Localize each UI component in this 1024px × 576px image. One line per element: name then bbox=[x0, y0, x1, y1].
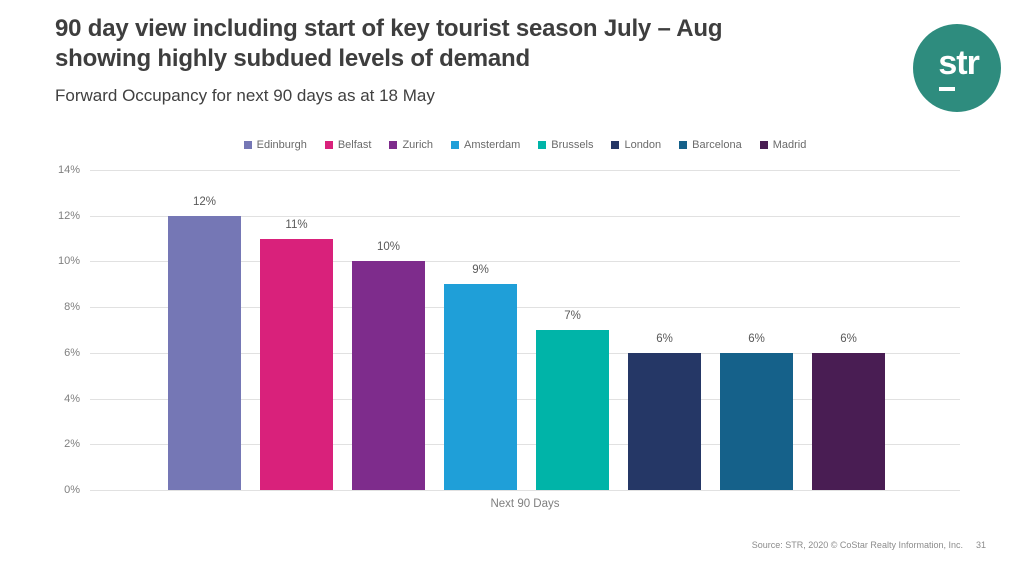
gridline bbox=[90, 352, 960, 354]
legend-item-barcelona: Barcelona bbox=[679, 139, 742, 151]
legend-swatch-icon bbox=[389, 141, 398, 149]
gridline bbox=[90, 444, 960, 446]
slide-title: 90 day view including start of key touri… bbox=[55, 14, 885, 74]
bar-brussels bbox=[536, 330, 609, 490]
slide-subtitle: Forward Occupancy for next 90 days as at… bbox=[55, 86, 435, 105]
legend-item-london: London bbox=[611, 139, 661, 151]
legend-item-belfast: Belfast bbox=[324, 139, 372, 151]
footer-source: Source: STR, 2020 © CoStar Realty Inform… bbox=[751, 540, 963, 550]
y-axis-tick-label: 12% bbox=[57, 209, 80, 222]
bar-madrid bbox=[812, 352, 885, 490]
legend-label: Edinburgh bbox=[256, 139, 307, 151]
bar-value-label: 9% bbox=[472, 264, 489, 277]
bar-barcelona bbox=[720, 352, 793, 490]
bar-london bbox=[628, 352, 701, 490]
legend-swatch-icon bbox=[324, 141, 333, 149]
legend-item-brussels: Brussels bbox=[538, 139, 593, 151]
gridline bbox=[90, 490, 960, 491]
bar-value-label: 6% bbox=[840, 332, 857, 345]
legend-label: Amsterdam bbox=[464, 139, 521, 151]
bar-value-label: 6% bbox=[656, 332, 673, 345]
bar-amsterdam bbox=[444, 284, 517, 490]
str-logo-text: str bbox=[938, 43, 979, 82]
slide-title-line2: showing highly subdued levels of demand bbox=[55, 45, 530, 73]
bar-value-label: 10% bbox=[376, 241, 401, 254]
plot-area: 12% 11% 10% 9% 7% 6% 6% 6% bbox=[90, 170, 960, 491]
bar-value-label: 11% bbox=[285, 218, 308, 231]
legend-swatch-icon bbox=[451, 141, 460, 149]
gridline bbox=[90, 215, 960, 217]
y-axis-tick-label: 6% bbox=[64, 346, 80, 359]
legend-swatch-icon bbox=[538, 141, 547, 149]
slide-footer: Source: STR, 2020 © CoStar Realty Inform… bbox=[752, 540, 986, 550]
legend-label: Barcelona bbox=[692, 139, 742, 151]
slide-title-line1: 90 day view including start of key touri… bbox=[55, 15, 723, 42]
str-logo-underline bbox=[939, 87, 955, 91]
chart-legend: Edinburgh Belfast Zurich Amsterdam Brussels L… bbox=[90, 139, 960, 151]
legend-item-madrid: Madrid bbox=[759, 139, 807, 151]
gridline bbox=[90, 398, 960, 400]
legend-item-amsterdam: Amsterdam bbox=[451, 139, 520, 151]
gridline bbox=[90, 261, 960, 263]
legend-label: Zurich bbox=[402, 139, 434, 151]
legend-swatch-icon bbox=[679, 141, 688, 149]
legend-label: Madrid bbox=[772, 139, 807, 151]
str-logo: str bbox=[913, 24, 1001, 112]
bar-value-label: 6% bbox=[748, 332, 765, 345]
y-axis-tick-label: 2% bbox=[64, 438, 80, 451]
y-axis-tick-label: 10% bbox=[57, 255, 80, 268]
bar-value-label: 12% bbox=[192, 195, 217, 208]
gridline bbox=[90, 170, 960, 171]
y-axis-tick-label: 8% bbox=[64, 301, 80, 314]
x-axis-label: Next 90 Days bbox=[490, 498, 560, 510]
legend-label: Brussels bbox=[551, 139, 594, 151]
y-axis-tick-label: 0% bbox=[64, 484, 80, 496]
legend-label: Belfast bbox=[337, 139, 372, 151]
legend-swatch-icon bbox=[611, 141, 620, 149]
y-axis-tick-label: 4% bbox=[64, 392, 80, 405]
legend-label: London bbox=[624, 139, 662, 151]
bar-edinburgh bbox=[168, 215, 241, 490]
legend-swatch-icon bbox=[759, 141, 768, 149]
bar-belfast bbox=[260, 238, 333, 490]
bar-zurich bbox=[352, 261, 425, 490]
gridline bbox=[90, 307, 960, 309]
footer-page-number: 31 bbox=[975, 540, 986, 550]
legend-item-edinburgh: Edinburgh bbox=[243, 139, 307, 151]
legend-swatch-icon bbox=[243, 141, 252, 149]
bar-value-label: 7% bbox=[564, 310, 581, 322]
legend-item-zurich: Zurich bbox=[389, 139, 433, 151]
y-axis-tick-label: 14% bbox=[57, 164, 80, 176]
